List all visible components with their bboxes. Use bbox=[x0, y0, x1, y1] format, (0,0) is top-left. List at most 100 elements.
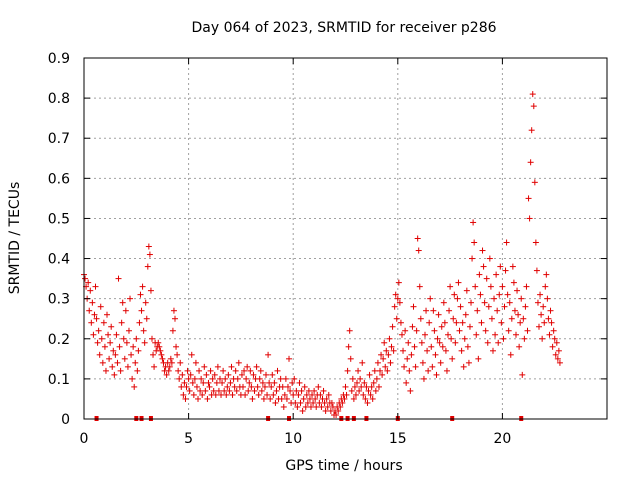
data-point bbox=[433, 371, 440, 378]
data-point bbox=[198, 375, 205, 382]
data-point bbox=[477, 291, 484, 298]
data-point bbox=[101, 343, 108, 350]
data-point bbox=[362, 395, 369, 402]
data-point bbox=[470, 219, 477, 226]
data-point bbox=[129, 375, 136, 382]
data-point bbox=[295, 391, 302, 398]
data-point bbox=[221, 387, 228, 394]
y-tick-label: 0.8 bbox=[48, 91, 70, 107]
data-point bbox=[322, 407, 329, 414]
data-point bbox=[542, 283, 549, 290]
data-point bbox=[346, 327, 353, 334]
data-point bbox=[173, 343, 180, 350]
data-point bbox=[238, 371, 245, 378]
data-point bbox=[183, 383, 190, 390]
data-point bbox=[167, 355, 174, 362]
data-point bbox=[462, 311, 469, 318]
data-point bbox=[141, 339, 148, 346]
data-point bbox=[441, 319, 448, 326]
data-point bbox=[281, 391, 288, 398]
data-point bbox=[258, 387, 265, 394]
data-point bbox=[402, 327, 409, 334]
data-point bbox=[143, 315, 150, 322]
data-point bbox=[199, 391, 206, 398]
data-point bbox=[216, 375, 223, 382]
data-point bbox=[420, 375, 427, 382]
data-point bbox=[324, 403, 331, 410]
data-point bbox=[287, 387, 294, 394]
data-point bbox=[457, 303, 464, 310]
data-point bbox=[223, 391, 230, 398]
data-point bbox=[541, 319, 548, 326]
data-point bbox=[482, 327, 489, 334]
data-point bbox=[213, 379, 220, 386]
data-point bbox=[94, 339, 101, 346]
data-point bbox=[391, 303, 398, 310]
data-point bbox=[127, 295, 134, 302]
data-point bbox=[546, 331, 553, 338]
chart-title: Day 064 of 2023, SRMTID for receiver p28… bbox=[191, 20, 496, 36]
data-point bbox=[286, 355, 293, 362]
data-point bbox=[98, 335, 105, 342]
x-tick-label: 15 bbox=[389, 431, 407, 447]
data-point bbox=[313, 403, 320, 410]
data-point bbox=[545, 315, 552, 322]
data-point bbox=[233, 387, 240, 394]
data-point bbox=[418, 339, 425, 346]
data-point bbox=[500, 335, 507, 342]
data-point bbox=[144, 263, 151, 270]
data-point bbox=[82, 275, 89, 282]
data-point bbox=[485, 303, 492, 310]
data-point bbox=[400, 347, 407, 354]
data-point bbox=[282, 375, 289, 382]
data-point bbox=[95, 327, 102, 334]
data-point bbox=[454, 295, 461, 302]
data-point bbox=[85, 279, 92, 286]
data-point bbox=[239, 383, 246, 390]
data-point bbox=[310, 399, 317, 406]
data-point bbox=[93, 315, 100, 322]
data-point bbox=[443, 367, 450, 374]
data-point bbox=[307, 403, 314, 410]
data-point bbox=[188, 351, 195, 358]
data-point bbox=[414, 235, 421, 242]
data-point bbox=[257, 367, 264, 374]
data-point bbox=[389, 323, 396, 330]
data-point bbox=[291, 375, 298, 382]
data-point bbox=[425, 367, 432, 374]
data-point bbox=[264, 391, 271, 398]
data-point bbox=[394, 295, 401, 302]
data-point bbox=[392, 291, 399, 298]
data-point bbox=[166, 363, 173, 370]
data-point bbox=[109, 363, 116, 370]
data-point bbox=[155, 339, 162, 346]
data-point bbox=[469, 255, 476, 262]
data-point bbox=[411, 343, 418, 350]
data-point bbox=[273, 387, 280, 394]
data-point bbox=[403, 379, 410, 386]
data-point bbox=[343, 391, 350, 398]
data-point bbox=[251, 387, 258, 394]
data-point bbox=[185, 375, 192, 382]
data-point bbox=[180, 391, 187, 398]
data-point bbox=[352, 391, 359, 398]
data-point bbox=[438, 323, 445, 330]
data-point bbox=[361, 379, 368, 386]
data-point bbox=[302, 403, 309, 410]
data-point bbox=[492, 331, 499, 338]
data-point bbox=[202, 387, 209, 394]
data-point bbox=[466, 323, 473, 330]
data-point bbox=[300, 395, 307, 402]
data-point bbox=[475, 355, 482, 362]
data-point bbox=[495, 339, 502, 346]
data-point bbox=[269, 371, 276, 378]
data-point bbox=[151, 363, 158, 370]
data-point bbox=[115, 275, 122, 282]
data-point bbox=[293, 387, 300, 394]
data-point bbox=[404, 355, 411, 362]
data-point bbox=[243, 375, 250, 382]
data-point bbox=[374, 359, 381, 366]
data-point bbox=[397, 319, 404, 326]
data-point bbox=[432, 351, 439, 358]
data-point bbox=[544, 295, 551, 302]
